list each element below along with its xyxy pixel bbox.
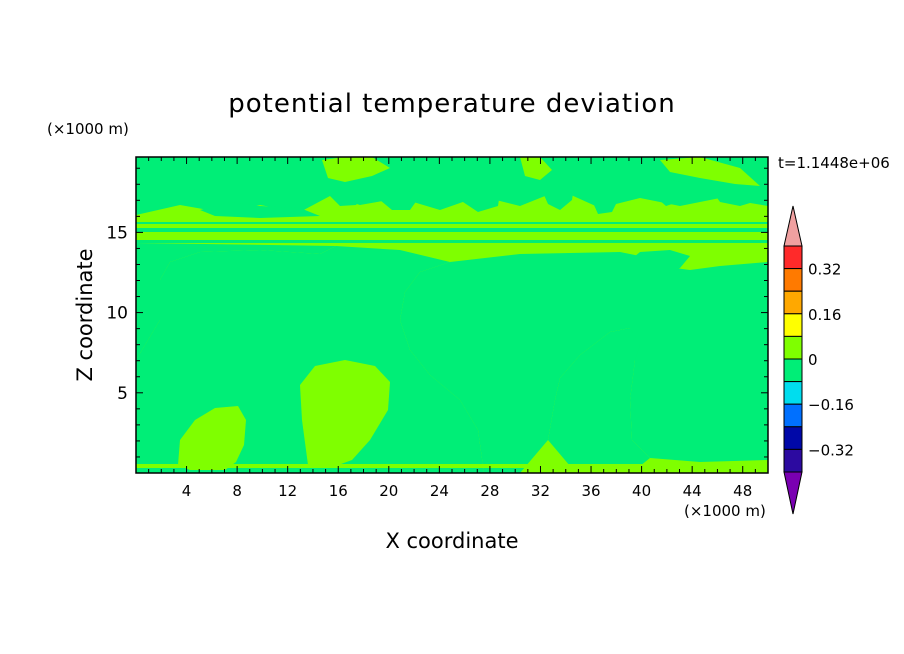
bottom-strip	[136, 464, 768, 468]
right-negative-pocket	[548, 328, 650, 468]
x-tick-label: 16	[329, 482, 348, 500]
chart-title: potential temperature deviation	[228, 89, 675, 119]
colorbar-label: 0.32	[808, 261, 841, 279]
y-unit-label: (×1000 m)	[47, 120, 129, 138]
plot-area	[136, 157, 768, 473]
positive-blob-1	[178, 406, 246, 470]
colorbar-segment	[783, 313, 803, 337]
upper-negative-pocket	[628, 250, 690, 276]
x-tick-label: 4	[182, 482, 192, 500]
y-tick-label: 10	[106, 304, 128, 324]
colorbar-segment	[783, 381, 803, 405]
colorbar-top-arrow	[783, 205, 803, 247]
colorbar-segment	[783, 426, 803, 450]
y-tick-label: 5	[117, 384, 128, 404]
x-tick-label: 28	[480, 482, 499, 500]
colorbar-label: −0.32	[808, 441, 854, 459]
positive-blob-2	[300, 360, 390, 468]
x-unit-label: (×1000 m)	[684, 502, 766, 520]
x-axis: 4 8 12 16 20 24 28 32 36 40 44 48	[148, 157, 756, 500]
x-tick-label: 8	[232, 482, 242, 500]
x-tick-label: 32	[531, 482, 550, 500]
x-tick-label: 44	[683, 482, 702, 500]
colorbar-bottom-arrow	[783, 471, 803, 515]
y-tick-label: 15	[106, 223, 128, 243]
colorbar-segment	[783, 290, 803, 315]
colorbar-segment	[783, 245, 803, 270]
colorbar-segment	[783, 335, 803, 360]
x-tick-label: 48	[733, 482, 752, 500]
colorbar-label: 0.16	[808, 306, 841, 324]
colorbar-segment	[783, 448, 803, 473]
colorbar-segment	[783, 403, 803, 428]
colorbar-label: −0.16	[808, 396, 854, 414]
colorbar: 0.32 0.16 0 −0.16 −0.32	[783, 205, 854, 515]
upper-wave-layer	[136, 157, 768, 240]
x-tick-label: 36	[581, 482, 600, 500]
colorbar-segment	[783, 268, 803, 292]
y-axis: 5 10 15	[106, 167, 768, 458]
x-tick-label: 40	[632, 482, 651, 500]
x-tick-label: 24	[430, 482, 449, 500]
colorbar-segment	[783, 358, 803, 383]
colorbar-label: 0	[808, 351, 818, 369]
time-label: t=1.1448e+06	[778, 154, 890, 172]
x-tick-label: 20	[379, 482, 398, 500]
y-axis-label: Z coordinate	[73, 248, 97, 381]
x-axis-label: X coordinate	[385, 529, 518, 553]
x-tick-label: 12	[278, 482, 297, 500]
